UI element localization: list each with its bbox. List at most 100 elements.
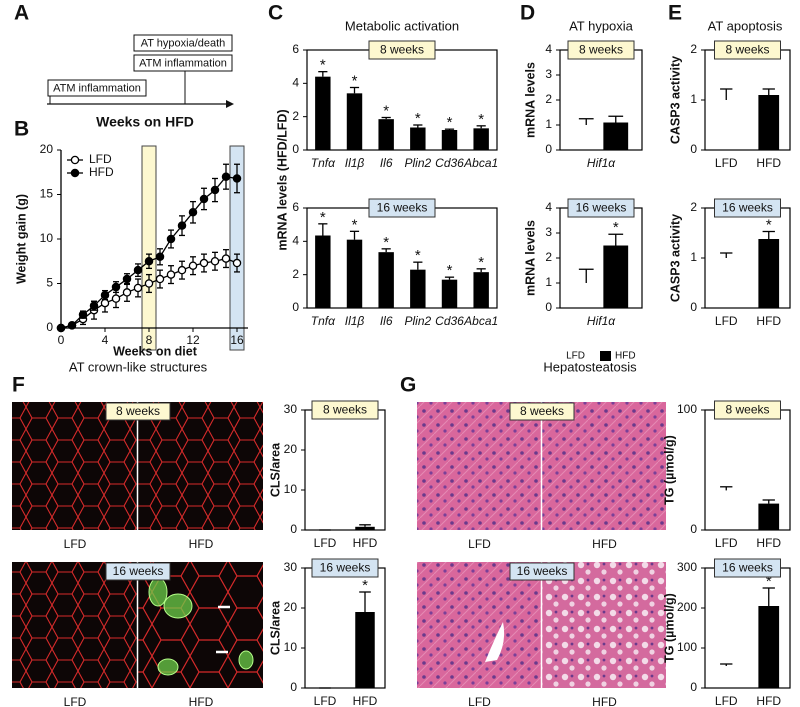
y-tick-label: 2 (545, 250, 552, 264)
legend-swatch (600, 351, 611, 361)
y-tick-label: 0 (46, 320, 53, 334)
badge (311, 558, 379, 578)
x-tick-label: Hif1α (587, 156, 616, 170)
marker (221, 172, 231, 181)
bar (573, 125, 599, 150)
plot-frame (304, 409, 386, 531)
image-label: LFD (468, 695, 491, 707)
significance-star: * (362, 577, 368, 594)
plot-frame (559, 207, 643, 309)
panel-letter: G (400, 374, 416, 397)
badge-text: 16 weeks (113, 564, 164, 578)
micrograph (138, 402, 263, 530)
bar (715, 258, 737, 308)
y-tick-label: 10 (284, 640, 298, 654)
bar (603, 122, 629, 150)
marker (144, 279, 154, 288)
badge-text: 8 weeks (520, 404, 564, 418)
marker (155, 274, 165, 284)
x-tick-label: HFD (353, 536, 378, 550)
marker (232, 258, 242, 268)
x-tick-label: LFD (715, 694, 738, 707)
y-tick-label: 1 (545, 275, 552, 289)
x-tick-label: 4 (102, 333, 109, 347)
significance-star: * (415, 247, 421, 264)
figure-content: A B C D E F G ATM inflammation AT hypoxia/death A… (12, 2, 791, 707)
marker (100, 298, 110, 308)
bar (355, 612, 375, 688)
micrograph (417, 402, 541, 530)
image-label: HFD (189, 695, 214, 707)
marker (155, 252, 165, 262)
badge (368, 198, 436, 218)
panel-letter: A (14, 2, 29, 25)
micrograph (542, 402, 666, 530)
badge (714, 40, 781, 60)
marker (232, 174, 242, 183)
bar (715, 490, 737, 530)
marker (111, 294, 121, 303)
y-tick-label: 30 (284, 402, 298, 416)
significance-star: * (320, 209, 326, 226)
marker (78, 310, 88, 319)
x-tick-label: Tnfα (311, 314, 336, 328)
badge (509, 402, 575, 421)
marker (210, 256, 220, 266)
x-tick-label: LFD (314, 536, 337, 550)
y-tick-label: 5 (46, 276, 53, 290)
y-tick-label: 2 (292, 109, 299, 123)
x-tick-label: HFD (756, 536, 781, 550)
image-label: LFD (64, 695, 87, 707)
y-axis-title: CLS/area (268, 442, 282, 497)
y-tick-label: 20 (40, 142, 54, 156)
y-tick-label: 0 (290, 680, 297, 694)
marker (67, 321, 77, 330)
marker (210, 185, 220, 195)
marker (100, 290, 110, 300)
x-tick-label: LFD (715, 536, 738, 550)
significance-star: * (766, 573, 772, 590)
x-tick-label: Cd36 (435, 314, 464, 328)
highlight (141, 145, 157, 351)
badge (714, 198, 781, 218)
x-tick-label: HFD (756, 314, 781, 328)
bar (603, 245, 629, 308)
micrograph (12, 402, 137, 530)
x-tick-label: 8 (146, 333, 153, 347)
chart-title: Metabolic activation (345, 18, 459, 33)
bar (441, 130, 458, 150)
image-label: HFD (592, 537, 617, 551)
crown-like-structure (163, 593, 193, 619)
arrow-head (226, 100, 234, 108)
y-tick-label: 1 (690, 92, 697, 106)
bar (758, 503, 780, 530)
y-tick-label: 4 (545, 200, 552, 214)
bar (346, 93, 363, 150)
y-axis-title: CLS/area (268, 600, 282, 655)
badge-text: 8 weeks (323, 403, 367, 417)
y-tick-label: 1 (545, 117, 552, 131)
y-tick-label: 0 (690, 522, 697, 536)
badge-text: 16 weeks (377, 201, 428, 215)
y-tick-label: 0 (292, 300, 299, 314)
badge-text: 8 weeks (579, 43, 623, 57)
badge-text: 16 weeks (722, 201, 773, 215)
y-tick-label: 300 (677, 560, 697, 574)
marker (166, 270, 176, 279)
badge-text: 16 weeks (576, 201, 627, 215)
badge (509, 562, 575, 581)
badge (567, 198, 635, 218)
y-tick-label: 6 (292, 200, 299, 214)
y-tick-label: 100 (677, 402, 697, 416)
x-tick-label: HFD (756, 156, 781, 170)
significance-star: * (447, 114, 453, 131)
panel-letter: E (668, 2, 682, 25)
bar (355, 526, 375, 530)
x-tick-label: Plin2 (404, 156, 431, 170)
bar (758, 239, 780, 308)
y-tick-label: 4 (292, 234, 299, 248)
y-axis-title: TG (µmol/g) (662, 435, 676, 505)
legend-label: LFD (89, 152, 112, 166)
bar (346, 239, 363, 308)
section-title: AT crown-like structures (69, 359, 208, 374)
